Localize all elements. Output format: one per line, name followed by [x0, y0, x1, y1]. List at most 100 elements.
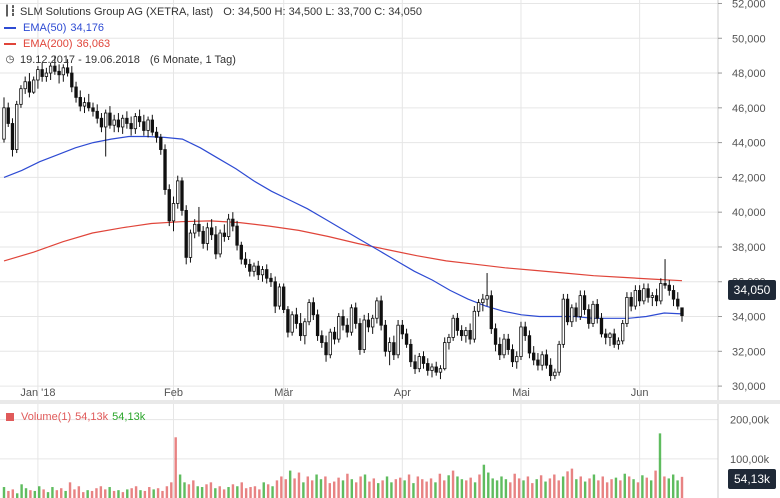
- volume-bar: [676, 480, 679, 498]
- volume-grid: [0, 419, 718, 460]
- candle-body: [260, 269, 265, 276]
- candle-body: [578, 295, 582, 317]
- volume-bar: [575, 479, 578, 498]
- candle-body: [358, 323, 362, 350]
- volume-bar: [165, 486, 169, 498]
- volume-bar: [20, 484, 23, 498]
- candle-body: [70, 72, 74, 88]
- volume-bar: [284, 479, 287, 498]
- volume-bar: [447, 475, 450, 498]
- price-axis: 30,00032,00034,00036,00038,00040,00042,0…: [717, 0, 766, 400]
- candle-body: [252, 265, 256, 272]
- time-tick-label: Apr: [394, 387, 411, 399]
- volume-bar: [293, 478, 296, 498]
- price-tick-label: 46,000: [732, 103, 766, 115]
- volume-bar: [315, 474, 318, 498]
- volume-bar: [394, 479, 398, 498]
- candle-body: [515, 356, 519, 363]
- candle-body: [159, 136, 163, 150]
- candle-body: [197, 223, 201, 232]
- price-tick-label: 50,000: [732, 33, 766, 45]
- volume-bar: [38, 486, 41, 498]
- volume-bar: [443, 480, 446, 498]
- candle-body: [108, 112, 112, 126]
- candle-body: [239, 244, 243, 260]
- candle-body: [15, 103, 19, 150]
- candle-body: [379, 300, 383, 326]
- volume-bar: [222, 489, 226, 498]
- candle-body: [595, 303, 599, 319]
- volume-bar: [645, 477, 648, 498]
- volume-tick-label: 100,00k: [730, 454, 770, 466]
- volume-value-up: 54,13k: [112, 411, 146, 423]
- volume-bar: [385, 476, 389, 498]
- volume-bar: [121, 492, 125, 498]
- candle-body: [243, 258, 248, 265]
- ema50-swatch: [4, 27, 16, 29]
- candle-body: [120, 117, 125, 128]
- candle-body: [404, 333, 409, 345]
- volume-bar: [469, 477, 472, 498]
- candle-body: [468, 330, 472, 340]
- volume-bar: [170, 482, 173, 498]
- candle-body: [370, 317, 375, 328]
- volume-bars: [2, 433, 684, 498]
- volume-bar: [346, 473, 349, 498]
- candle-body: [171, 203, 176, 222]
- candle-body: [654, 295, 659, 302]
- candle-body: [650, 295, 655, 298]
- candle-body: [506, 338, 510, 350]
- volume-bar: [473, 482, 477, 498]
- volume-bar: [174, 437, 177, 498]
- candle-body: [146, 119, 150, 131]
- volume-bar: [465, 480, 468, 498]
- volume-bar: [482, 464, 486, 498]
- candle-body: [544, 354, 549, 366]
- volume-bar: [680, 476, 684, 498]
- candle-body: [523, 326, 527, 337]
- price-tick-label: 30,000: [732, 381, 766, 393]
- candle-body: [163, 149, 167, 190]
- volume-bar: [134, 486, 138, 498]
- candle-body: [137, 116, 142, 123]
- candle-body: [112, 119, 116, 126]
- volume-bar: [152, 489, 155, 498]
- volume-bar: [451, 470, 455, 498]
- candle-body: [57, 70, 61, 76]
- candle-body: [608, 333, 612, 338]
- candle-body: [53, 65, 57, 72]
- candle-body: [125, 117, 129, 124]
- volume-bar: [403, 480, 406, 498]
- volume-bar: [161, 490, 164, 498]
- volume-bar: [77, 486, 81, 498]
- ema50-value: 34,176: [70, 22, 105, 34]
- candle-body: [362, 319, 366, 350]
- candle-body: [311, 302, 316, 316]
- candle-body: [426, 363, 430, 371]
- candle-body: [472, 310, 477, 340]
- volume-bar: [196, 486, 199, 498]
- candle-body: [91, 107, 95, 112]
- candle-body: [625, 296, 629, 324]
- volume-bar: [46, 492, 50, 498]
- chart-legend: ┃┇ SLM Solutions Group AG (XETRA, last) …: [4, 4, 422, 68]
- last-volume-badge: 54,13k: [728, 469, 776, 489]
- volume-bar: [583, 481, 587, 498]
- candle-body: [298, 323, 303, 337]
- volume-bar: [139, 490, 142, 498]
- volume-bar: [24, 488, 28, 498]
- candle-body: [61, 67, 65, 76]
- date-range: 19.12.2017 - 19.06.2018: [20, 54, 140, 66]
- candle-body: [430, 366, 434, 371]
- candle-body: [485, 295, 489, 300]
- volume-bar: [579, 476, 582, 498]
- volume-bar: [363, 474, 367, 498]
- volume-bar: [64, 490, 67, 498]
- period-label: (6 Monate, 1 Tag): [149, 54, 236, 66]
- volume-bar: [636, 482, 640, 498]
- price-tick-label: 38,000: [732, 242, 766, 254]
- volume-bar: [90, 490, 94, 498]
- volume-bar: [306, 476, 309, 498]
- candle-body: [282, 286, 286, 310]
